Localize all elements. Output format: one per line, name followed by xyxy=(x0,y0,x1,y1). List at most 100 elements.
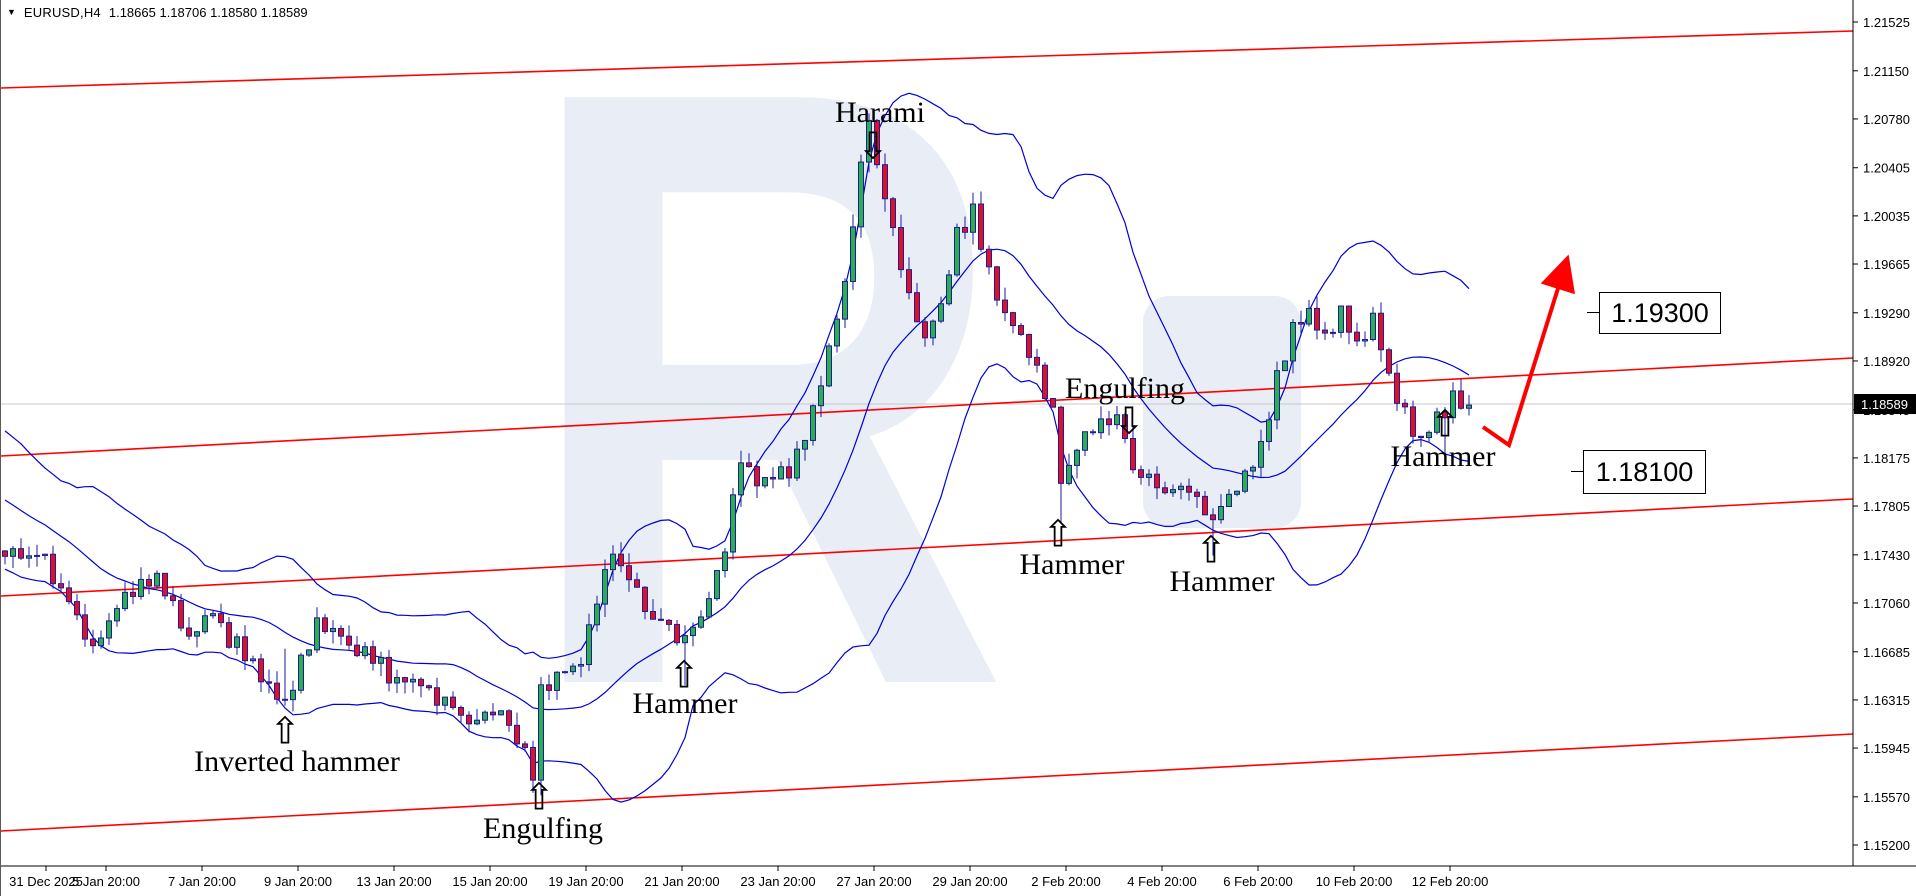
candle-body xyxy=(466,714,472,725)
candle-body xyxy=(1210,514,1216,521)
candle-body xyxy=(90,638,96,647)
candle-body xyxy=(522,743,528,748)
candle-body xyxy=(634,579,640,588)
candle-body xyxy=(1058,406,1064,484)
candle-body xyxy=(370,646,376,664)
candle-body xyxy=(474,719,480,725)
bollinger-upper-band xyxy=(4,92,1470,659)
candle-body xyxy=(1122,414,1128,439)
candle-body xyxy=(1170,489,1176,494)
candle-body xyxy=(1138,469,1144,478)
candle-body xyxy=(1442,411,1448,419)
candle-body xyxy=(346,635,352,646)
candle-body xyxy=(930,320,936,339)
candle-body xyxy=(1042,364,1048,400)
candle-body xyxy=(1066,464,1072,484)
candle-body xyxy=(810,405,816,441)
candle-body xyxy=(498,710,504,716)
candle-body xyxy=(1114,414,1120,426)
price-axis-label: 1.21525 xyxy=(1863,15,1910,30)
candle-body xyxy=(338,627,344,637)
candle-body xyxy=(66,587,72,603)
candle-body xyxy=(666,619,672,625)
candle-body xyxy=(850,226,856,282)
candle-body xyxy=(1082,431,1088,451)
candle-body xyxy=(546,684,552,691)
candle-body xyxy=(146,578,152,587)
candle-body xyxy=(1306,307,1312,325)
candle-body xyxy=(74,601,80,616)
candle-body xyxy=(1274,370,1280,421)
candle-body xyxy=(1338,305,1344,333)
candle-body xyxy=(1250,466,1256,472)
candle-body xyxy=(842,280,848,320)
price-axis-label: 1.17805 xyxy=(1863,499,1910,514)
candle-body xyxy=(530,746,536,781)
candle-body xyxy=(538,684,544,781)
candle-body xyxy=(194,631,200,637)
candle-body xyxy=(882,164,888,200)
candle-body xyxy=(274,682,280,700)
candle-body xyxy=(698,616,704,628)
candle-body xyxy=(1018,325,1024,335)
candle-body xyxy=(970,203,976,233)
time-axis-label: 21 Jan 20:00 xyxy=(644,874,719,889)
candle-body xyxy=(1346,305,1352,333)
current-price-tag xyxy=(1854,394,1916,415)
bollinger-lower-band xyxy=(4,363,1470,803)
bollinger-middle-band xyxy=(4,248,1470,711)
candle-body xyxy=(1330,331,1336,334)
price-axis-label: 1.19665 xyxy=(1863,257,1910,272)
time-axis-label: 2 Feb 20:00 xyxy=(1031,874,1100,889)
candle-body xyxy=(562,671,568,674)
candle-body xyxy=(858,161,864,228)
candle-body xyxy=(98,637,104,647)
candle-body xyxy=(1090,431,1096,434)
trend-channel-line xyxy=(1,498,1854,597)
candle-body xyxy=(938,303,944,322)
bullish-forecast-arrow[interactable] xyxy=(1481,254,1576,449)
candle-body xyxy=(418,678,424,687)
price-axis-label: 1.18920 xyxy=(1863,354,1910,369)
trend-channel-line xyxy=(1,733,1854,832)
candle-body xyxy=(762,476,768,487)
candle-body xyxy=(210,613,216,617)
time-axis-label: 27 Jan 20:00 xyxy=(836,874,911,889)
symbol-dropdown-icon[interactable]: ▼ xyxy=(7,7,16,17)
candle-body xyxy=(658,618,664,621)
candle-body xyxy=(1394,372,1400,404)
candle-body xyxy=(722,551,728,572)
candle-body xyxy=(1370,312,1376,340)
candle-body xyxy=(1074,449,1080,466)
candle-body xyxy=(234,636,240,648)
candle-body xyxy=(26,555,32,559)
price-axis-label: 1.20780 xyxy=(1863,112,1910,127)
candle-body xyxy=(1154,473,1160,489)
candle-body xyxy=(1194,491,1200,497)
candle-body xyxy=(2,550,8,557)
candle-body xyxy=(138,578,144,597)
price-axis-label: 1.16315 xyxy=(1863,693,1910,708)
candle-body xyxy=(602,569,608,605)
candle-body xyxy=(834,318,840,347)
candle-body xyxy=(1226,493,1232,507)
candle-body xyxy=(1282,360,1288,372)
time-axis-label: 12 Feb 20:00 xyxy=(1412,874,1489,889)
candle-body xyxy=(1234,490,1240,495)
candle-body xyxy=(426,685,432,689)
candle-body xyxy=(250,658,256,662)
candle-body xyxy=(306,649,312,656)
candle-body xyxy=(626,565,632,581)
candle-body xyxy=(794,448,800,479)
candle-body xyxy=(1354,331,1360,342)
candle-body xyxy=(482,711,488,721)
candle-body xyxy=(442,696,448,706)
candle-body xyxy=(490,711,496,716)
candle-body xyxy=(826,345,832,387)
candle-body xyxy=(34,554,40,557)
time-axis-label: 15 Jan 20:00 xyxy=(452,874,527,889)
candle-body xyxy=(874,119,880,166)
price-axis-label: 1.15570 xyxy=(1863,790,1910,805)
candle-body xyxy=(754,466,760,487)
